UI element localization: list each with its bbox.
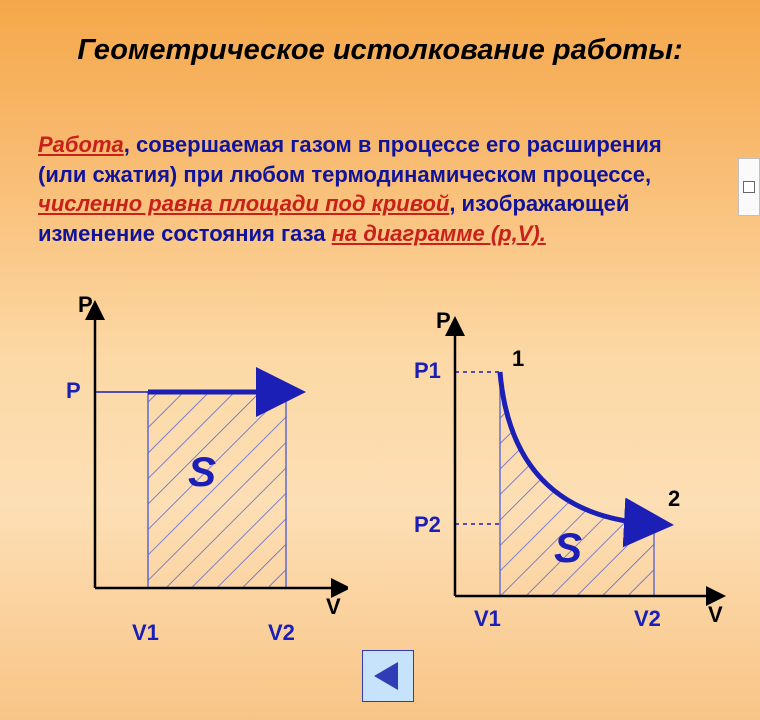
back-triangle-icon	[374, 662, 398, 690]
chart-isobaric: P V P V1 V2 S	[48, 298, 348, 648]
nav-back-button[interactable]	[362, 650, 414, 702]
area-label-s: S	[188, 448, 216, 496]
chart-isotherm-svg	[408, 306, 728, 656]
emph-work: Работа	[38, 132, 124, 157]
axis-label-p: P	[436, 308, 451, 334]
axis-label-v: V	[326, 594, 341, 620]
chart-isotherm: P V P1 P2 V1 V2 1 2 S	[408, 306, 728, 656]
axis-label-p: P	[78, 292, 93, 318]
slide: Геометрическое истолкование работы: Рабо…	[0, 0, 760, 720]
area-label-s: S	[554, 524, 582, 572]
point-label-1: 1	[512, 346, 524, 372]
emph-diagram: на диаграмме (p,V).	[332, 221, 546, 246]
tick-v2: V2	[634, 606, 661, 632]
tick-v1: V1	[132, 620, 159, 646]
slide-title: Геометрическое истолкование работы:	[0, 34, 760, 67]
explanation-paragraph: Работа, совершаемая газом в процессе его…	[38, 130, 708, 249]
emph-area: численно равна площади под кривой	[38, 191, 449, 216]
slide-edge-widget[interactable]	[738, 158, 760, 216]
axis-label-v: V	[708, 602, 723, 628]
tick-p2: P2	[414, 512, 441, 538]
para-text-1: , совершаемая газом в процессе его расши…	[38, 132, 662, 187]
tick-p: P	[66, 378, 81, 404]
tick-p1: P1	[414, 358, 441, 384]
tick-v2: V2	[268, 620, 295, 646]
point-label-2: 2	[668, 486, 680, 512]
tick-v1: V1	[474, 606, 501, 632]
